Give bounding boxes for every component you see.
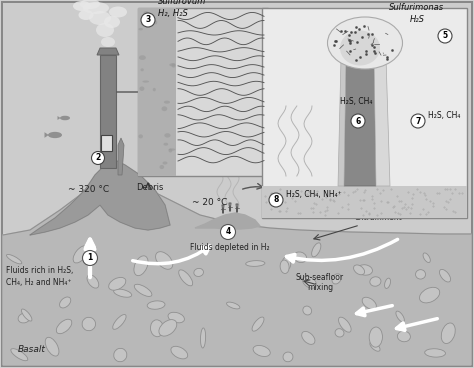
Polygon shape: [45, 132, 49, 138]
Ellipse shape: [179, 270, 192, 286]
Text: Seawater
entrainment: Seawater entrainment: [355, 203, 403, 222]
Ellipse shape: [169, 148, 175, 151]
Ellipse shape: [168, 312, 184, 323]
FancyBboxPatch shape: [138, 8, 176, 176]
Ellipse shape: [439, 269, 451, 282]
Ellipse shape: [164, 100, 170, 104]
Ellipse shape: [340, 31, 380, 66]
Ellipse shape: [171, 346, 188, 359]
Ellipse shape: [397, 331, 410, 342]
Text: 2: 2: [95, 153, 100, 163]
Ellipse shape: [354, 265, 365, 275]
Ellipse shape: [114, 289, 132, 297]
Ellipse shape: [201, 328, 206, 348]
Ellipse shape: [153, 88, 156, 91]
Text: Sulfurimonas
H₂S: Sulfurimonas H₂S: [390, 3, 445, 24]
Circle shape: [411, 114, 425, 128]
Polygon shape: [374, 58, 390, 186]
FancyBboxPatch shape: [262, 8, 467, 218]
Polygon shape: [57, 116, 61, 120]
Text: 7: 7: [415, 117, 421, 125]
Ellipse shape: [21, 309, 32, 321]
Text: 5: 5: [442, 32, 447, 40]
Ellipse shape: [147, 301, 165, 309]
Ellipse shape: [425, 349, 446, 357]
Ellipse shape: [104, 16, 120, 28]
Polygon shape: [3, 170, 471, 365]
Ellipse shape: [159, 320, 177, 336]
Polygon shape: [195, 213, 260, 229]
Ellipse shape: [370, 342, 380, 351]
Ellipse shape: [89, 11, 111, 25]
Polygon shape: [30, 160, 170, 235]
Ellipse shape: [139, 86, 145, 91]
Ellipse shape: [419, 287, 440, 303]
Text: Basalt: Basalt: [18, 345, 46, 354]
Polygon shape: [97, 48, 119, 55]
Ellipse shape: [362, 297, 376, 309]
Ellipse shape: [303, 306, 311, 315]
Ellipse shape: [280, 260, 289, 273]
Ellipse shape: [227, 302, 240, 309]
Ellipse shape: [384, 278, 391, 289]
Ellipse shape: [134, 284, 152, 297]
Text: H₂S, CH₄, NH₄⁺: H₂S, CH₄, NH₄⁺: [286, 190, 342, 199]
Ellipse shape: [80, 0, 100, 9]
Polygon shape: [344, 58, 376, 186]
Text: 6: 6: [356, 117, 361, 125]
Ellipse shape: [194, 268, 203, 276]
Ellipse shape: [138, 28, 143, 31]
Ellipse shape: [294, 252, 307, 262]
Ellipse shape: [82, 317, 96, 331]
Ellipse shape: [18, 313, 30, 323]
Ellipse shape: [96, 23, 114, 37]
Ellipse shape: [11, 348, 28, 361]
Ellipse shape: [139, 55, 146, 60]
Circle shape: [220, 224, 236, 240]
Ellipse shape: [73, 1, 91, 11]
Ellipse shape: [370, 277, 381, 286]
Ellipse shape: [369, 327, 383, 347]
Ellipse shape: [163, 162, 167, 164]
Text: 3: 3: [146, 15, 151, 25]
Text: Fluids depleted in H₂: Fluids depleted in H₂: [190, 243, 270, 252]
Ellipse shape: [283, 352, 293, 362]
Ellipse shape: [154, 20, 157, 24]
Ellipse shape: [164, 143, 168, 146]
Text: Sub-seafloor
mixing: Sub-seafloor mixing: [296, 273, 344, 292]
Ellipse shape: [283, 257, 291, 269]
Ellipse shape: [332, 274, 341, 284]
Ellipse shape: [253, 346, 270, 357]
Circle shape: [141, 13, 155, 27]
Ellipse shape: [252, 317, 264, 331]
Ellipse shape: [164, 133, 171, 138]
Text: Debris: Debris: [136, 183, 164, 192]
Text: 8: 8: [273, 195, 279, 205]
FancyArrowPatch shape: [286, 239, 398, 262]
Ellipse shape: [140, 22, 147, 26]
Ellipse shape: [172, 63, 176, 68]
Ellipse shape: [109, 7, 127, 18]
Ellipse shape: [155, 252, 173, 269]
Ellipse shape: [150, 320, 164, 337]
Text: H₂S, CH₄: H₂S, CH₄: [340, 97, 373, 106]
Ellipse shape: [357, 265, 373, 275]
Polygon shape: [338, 58, 346, 186]
Ellipse shape: [134, 256, 148, 276]
Ellipse shape: [45, 337, 59, 356]
Ellipse shape: [142, 81, 149, 83]
Ellipse shape: [60, 297, 71, 308]
FancyArrowPatch shape: [133, 246, 210, 264]
Circle shape: [82, 251, 98, 265]
Ellipse shape: [60, 116, 70, 120]
Ellipse shape: [416, 270, 426, 279]
Ellipse shape: [423, 253, 430, 262]
Text: 1: 1: [87, 254, 92, 262]
Ellipse shape: [109, 277, 126, 290]
Ellipse shape: [159, 165, 164, 169]
FancyBboxPatch shape: [100, 55, 116, 168]
Circle shape: [269, 193, 283, 207]
Ellipse shape: [114, 348, 127, 362]
Ellipse shape: [144, 11, 149, 15]
